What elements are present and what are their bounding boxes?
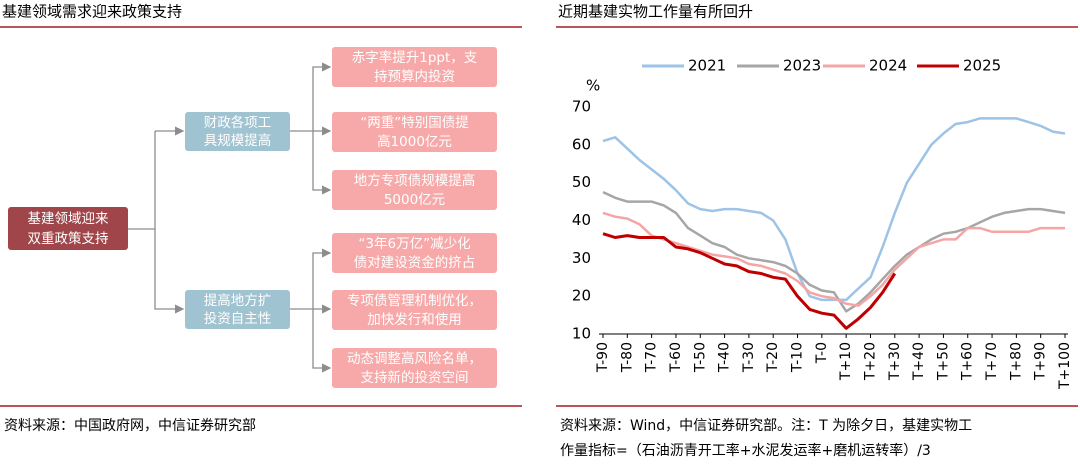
y-tick-label: 70	[572, 98, 591, 116]
series-line	[602, 232, 897, 330]
y-tick-label: 30	[572, 249, 591, 267]
chart-title: 近期基建实物工作量有所回升	[558, 3, 753, 21]
leaf-box	[332, 170, 497, 210]
connector	[154, 229, 185, 314]
legend-label: 2023	[783, 57, 821, 75]
branch-text: 提高地方扩	[204, 292, 272, 309]
leaf-box	[332, 112, 497, 152]
x-tick-label: T+80	[1008, 342, 1024, 381]
y-tick-label: 50	[572, 173, 591, 191]
leaf-box	[332, 348, 497, 388]
x-tick-label: T-80	[619, 342, 635, 373]
x-tick-label: T+100	[1057, 342, 1073, 390]
y-axis-label: %	[586, 77, 600, 95]
root-text: 基建领域迎来	[28, 210, 109, 227]
leaf-text: “两重”特别国债提	[360, 115, 469, 131]
branch-box	[185, 290, 290, 329]
branch-text: 投资自主性	[204, 311, 272, 327]
x-tick-label: T+50	[935, 342, 951, 381]
legend-label: 2025	[963, 57, 1001, 75]
x-tick-label: T-70	[644, 342, 660, 373]
connector	[290, 248, 332, 310]
connector	[128, 131, 156, 230]
legend-label: 2021	[688, 57, 726, 75]
y-tick-label: 60	[572, 135, 591, 153]
series-line	[602, 211, 1065, 307]
connector	[312, 131, 332, 195]
y-tick-label: 20	[572, 287, 591, 305]
leaf-text: 高1000亿元	[377, 133, 452, 150]
diagram: 基建领域迎来 双重政策支持	[8, 62, 332, 373]
connector	[312, 309, 332, 373]
x-tick-label: T-0	[814, 342, 830, 364]
leaf-text: 支持新的投资空间	[361, 370, 469, 386]
branch-text: 财政各项工	[204, 115, 272, 131]
left-title: 基建领域需求迎来政策支持	[2, 3, 182, 21]
x-tick-label: T+20	[862, 342, 878, 381]
x-tick-label: T-20	[765, 342, 781, 373]
x-tick-label: T+30	[887, 342, 903, 381]
series-line	[602, 117, 1066, 302]
chart-source: 作量指标=（石油沥青开工率+水泥发运率+磨机运转率）/3	[560, 442, 931, 459]
leaf-text: 赤字率提升1ppt，支	[352, 49, 478, 66]
x-tick-label: T-90	[595, 342, 611, 373]
root-text: 双重政策支持	[28, 230, 109, 247]
series-line	[602, 190, 1066, 313]
branch-box	[185, 112, 290, 151]
leaf-box	[332, 233, 497, 273]
x-tick-label: T-50	[692, 342, 708, 373]
leaf-box	[332, 47, 497, 87]
leaf-text: 加快发行和使用	[367, 311, 462, 328]
leaf-text: 5000亿元	[384, 192, 445, 208]
y-tick-label: 10	[572, 325, 591, 343]
root-box	[8, 207, 128, 250]
x-tick-label: T-40	[717, 342, 733, 373]
leaf-text: “3年6万亿”减少化	[358, 236, 470, 252]
leaf-text: 动态调整高风险名单，	[347, 350, 482, 367]
x-tick-label: T+60	[960, 342, 976, 381]
x-tick-label: T-60	[668, 342, 684, 373]
x-tick-label: T+70	[984, 342, 1000, 381]
leaf-text: 专项债管理机制优化，	[347, 293, 482, 309]
x-tick-label: T-10	[790, 342, 806, 373]
connector	[290, 62, 332, 132]
leaf-box	[332, 290, 497, 330]
legend-label: 2024	[869, 57, 907, 75]
leaf-text: 债对建设资金的挤占	[354, 255, 476, 271]
y-tick-label: 40	[572, 211, 591, 229]
x-tick-label: T+40	[911, 342, 927, 381]
x-tick-label: T+10	[838, 342, 854, 381]
x-tick-label: T-30	[741, 342, 757, 373]
chart-source: 资料来源：Wind，中信证券研究部。注：T 为除夕日，基建实物工	[560, 417, 972, 434]
leaf-text: 持预算内投资	[374, 69, 455, 85]
leaf-text: 地方专项债规模提高	[354, 172, 476, 189]
x-tick-label: T+90	[1033, 342, 1049, 381]
branch-text: 具规模提高	[204, 132, 272, 149]
left-source: 资料来源：中国政府网，中信证券研究部	[4, 418, 256, 434]
